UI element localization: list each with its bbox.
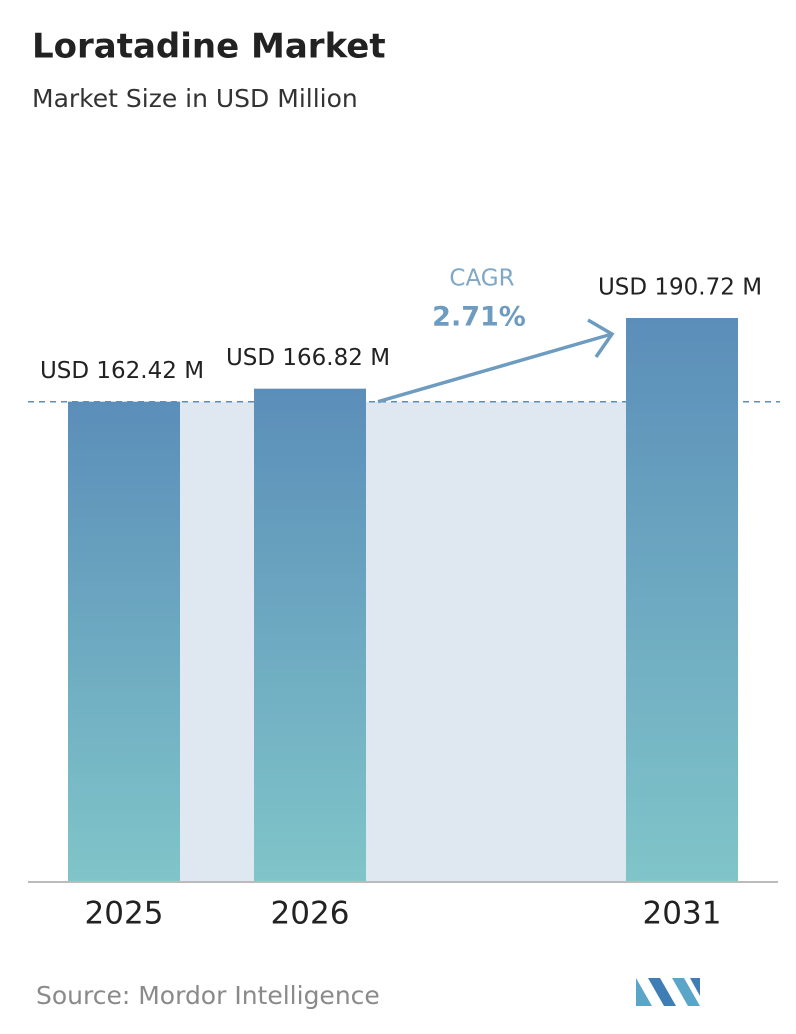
cagr-value: 2.71% (432, 302, 526, 333)
cagr-arrowhead (587, 318, 615, 358)
value-label: USD 162.42 M (40, 358, 204, 384)
cagr-arrow (377, 332, 613, 404)
chart-subtitle: Market Size in USD Million (32, 84, 358, 113)
bar (254, 388, 366, 882)
x-tick-label: 2025 (85, 896, 164, 932)
bar (68, 401, 180, 882)
value-label: USD 166.82 M (226, 345, 390, 371)
source: Source: Mordor Intelligence (36, 981, 380, 1010)
bar (626, 318, 738, 882)
x-tick-label: 2026 (271, 896, 350, 932)
cagr-label: CAGR (449, 266, 514, 292)
chart-title: Loratadine Market (32, 27, 386, 67)
logo (636, 978, 700, 1006)
value-label: USD 190.72 M (598, 275, 762, 301)
x-tick-label: 2031 (643, 896, 722, 932)
